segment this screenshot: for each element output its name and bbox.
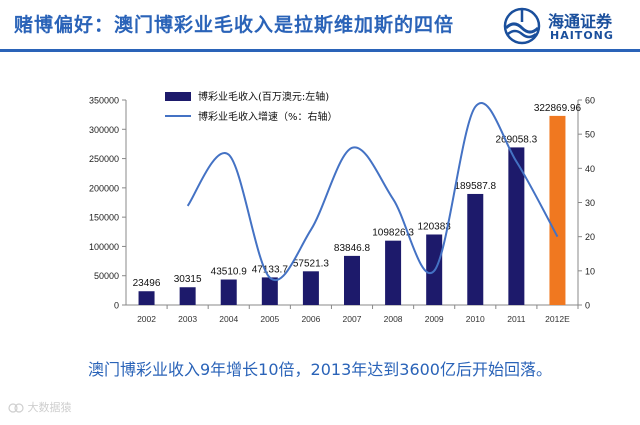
growth-line: [186, 102, 559, 281]
haitong-emblem-icon: [503, 7, 541, 45]
watermark: 大数据猿: [8, 399, 72, 415]
legend-line-label: 博彩业毛收入增速（%：右轴）: [198, 110, 338, 123]
x-tick-label: 2010: [466, 314, 485, 324]
bar-value-label: 109826.3: [372, 228, 414, 239]
y-right-tick-label: 20: [585, 232, 595, 242]
y-left-tick-label: 150000: [89, 213, 119, 223]
bar: [467, 193, 484, 305]
y-right-tick-label: 60: [585, 96, 595, 106]
x-tick-label: 2002: [137, 314, 156, 324]
y-left-tick-label: 250000: [89, 154, 119, 164]
y-right-tick-label: 50: [585, 130, 595, 140]
x-tick-label: 2004: [219, 314, 238, 324]
slide-header: 赌博偏好：澳门博彩业毛收入是拉斯维加斯的四倍 海通证券 HAITONG: [0, 0, 640, 52]
bar-value-label: 189587.8: [454, 181, 496, 192]
bar-value-label: 269058.3: [496, 134, 538, 145]
bar-value-label: 120383: [417, 221, 451, 232]
y-left-tick-label: 100000: [89, 242, 119, 252]
bar-value-label: 83846.8: [334, 243, 371, 254]
y-left-tick-label: 350000: [89, 96, 119, 106]
logo-chinese-name: 海通证券: [548, 12, 613, 31]
y-right-tick-label: 0: [585, 301, 590, 311]
y-right-tick-label: 40: [585, 164, 595, 174]
x-tick-label: 2012E: [545, 314, 570, 324]
legend-bar-label: 博彩业毛收入(百万澳元:左轴): [198, 90, 329, 103]
x-tick-label: 2006: [301, 314, 320, 324]
x-tick-label: 2011: [507, 314, 526, 324]
slide-title: 赌博偏好：澳门博彩业毛收入是拉斯维加斯的四倍: [14, 14, 455, 36]
legend-bar-swatch: [165, 92, 191, 101]
y-left-tick-label: 200000: [89, 183, 119, 193]
chart-caption: 澳门博彩业收入9年增长10倍，2013年达到3600亿后开始回落。: [88, 360, 552, 379]
x-tick-label: 2005: [260, 314, 279, 324]
bar: [179, 287, 196, 305]
bar-value-label: 47133.7: [252, 264, 289, 275]
y-left-tick-label: 0: [114, 301, 119, 311]
x-tick-label: 2009: [425, 314, 444, 324]
bar: [261, 277, 278, 305]
logo-english-name: HAITONG: [550, 29, 614, 42]
bar: [385, 240, 402, 305]
bar: [220, 279, 237, 305]
y-left-tick-label: 50000: [94, 271, 119, 281]
bar: [302, 271, 319, 305]
header-rule: [0, 49, 640, 52]
watermark-text: 大数据猿: [27, 401, 72, 414]
bar: [508, 147, 525, 305]
bar: [138, 291, 155, 305]
revenue-chart: 0 50000 100000 150000 200000 250000 300000 3500…: [89, 90, 595, 324]
bar-value-label: 30315: [174, 274, 202, 285]
y-left-tick-label: 300000: [89, 125, 119, 135]
x-tick-label: 2007: [343, 314, 362, 324]
bar-value-label: 322869.96: [534, 103, 582, 114]
haitong-logo: 海通证券 HAITONG: [502, 6, 634, 46]
x-tick-label: 2003: [178, 314, 197, 324]
bar: [549, 115, 566, 305]
y-right-tick-label: 10: [585, 266, 595, 276]
bar-value-label: 57521.3: [293, 258, 330, 269]
y-right-tick-label: 30: [585, 198, 595, 208]
bar: [344, 255, 360, 305]
bar-value-label: 23496: [133, 278, 161, 289]
bar-value-label: 43510.9: [211, 267, 248, 278]
watermark-icon: [8, 403, 24, 413]
x-tick-label: 2008: [384, 314, 403, 324]
